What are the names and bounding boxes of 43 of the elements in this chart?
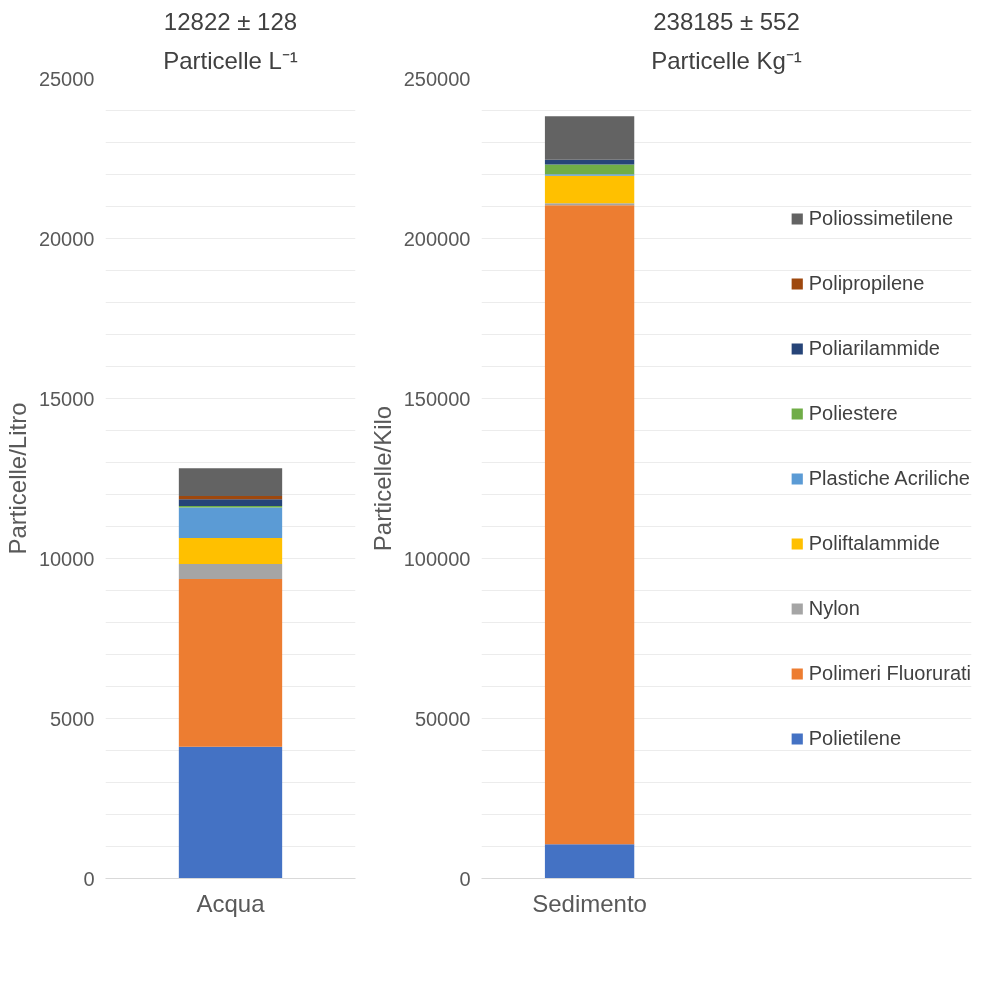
legend-label: Polipropilene <box>808 271 925 295</box>
y-tick-label: 20000 <box>38 227 95 250</box>
y-tick-label: 200000 <box>403 227 471 250</box>
legend-label: Plastiche Acriliche <box>808 466 970 490</box>
bar <box>544 844 635 879</box>
legend-label: Nylon <box>808 596 860 620</box>
bar <box>544 164 635 175</box>
text: 238185 ± 552 <box>653 7 800 35</box>
bar <box>544 175 635 204</box>
y-tick-label: 150000 <box>403 387 471 410</box>
y-tick-label: 5000 <box>50 707 95 730</box>
text: Particelle Kg⁻¹ <box>651 46 802 74</box>
x-tick-label: Acqua <box>196 889 266 917</box>
y-tick-label: 25000 <box>38 67 95 90</box>
bar <box>178 507 283 539</box>
bar <box>178 563 283 579</box>
bar <box>544 159 635 165</box>
bar <box>178 746 283 879</box>
y-tick-label: 250000 <box>403 67 471 90</box>
chart-title: 12822 ± 128 <box>163 7 298 35</box>
bar <box>178 499 283 507</box>
y-tick-label: 10000 <box>38 547 95 570</box>
bar <box>178 468 283 497</box>
bar <box>178 538 283 564</box>
bar <box>544 116 635 160</box>
y-tick-label: 50000 <box>414 707 471 730</box>
legend-label: Polimeri Fluorurati <box>808 661 971 685</box>
bar <box>178 578 283 747</box>
y-tick-label: 15000 <box>38 387 95 410</box>
legend-label: Polietilene <box>808 726 902 750</box>
y-tick-label: 0 <box>83 867 95 890</box>
bar <box>544 205 635 845</box>
legend-label: Poliftalammide <box>808 531 940 555</box>
bar <box>178 496 283 500</box>
y-tick-label: 100000 <box>403 547 471 570</box>
x-tick-label: Sedimento <box>532 889 647 917</box>
legend-label: Poliossimetilene <box>808 206 954 230</box>
y-axis-title: Particelle/Kilo <box>368 405 396 552</box>
legend-label: Poliestere <box>808 401 898 425</box>
y-axis-title: Particelle/Litro <box>3 402 31 555</box>
legend-label: Poliarilammide <box>808 336 940 360</box>
chart-subtitle: Particelle L⁻¹ <box>163 46 298 74</box>
y-tick-label: 0 <box>459 867 471 890</box>
